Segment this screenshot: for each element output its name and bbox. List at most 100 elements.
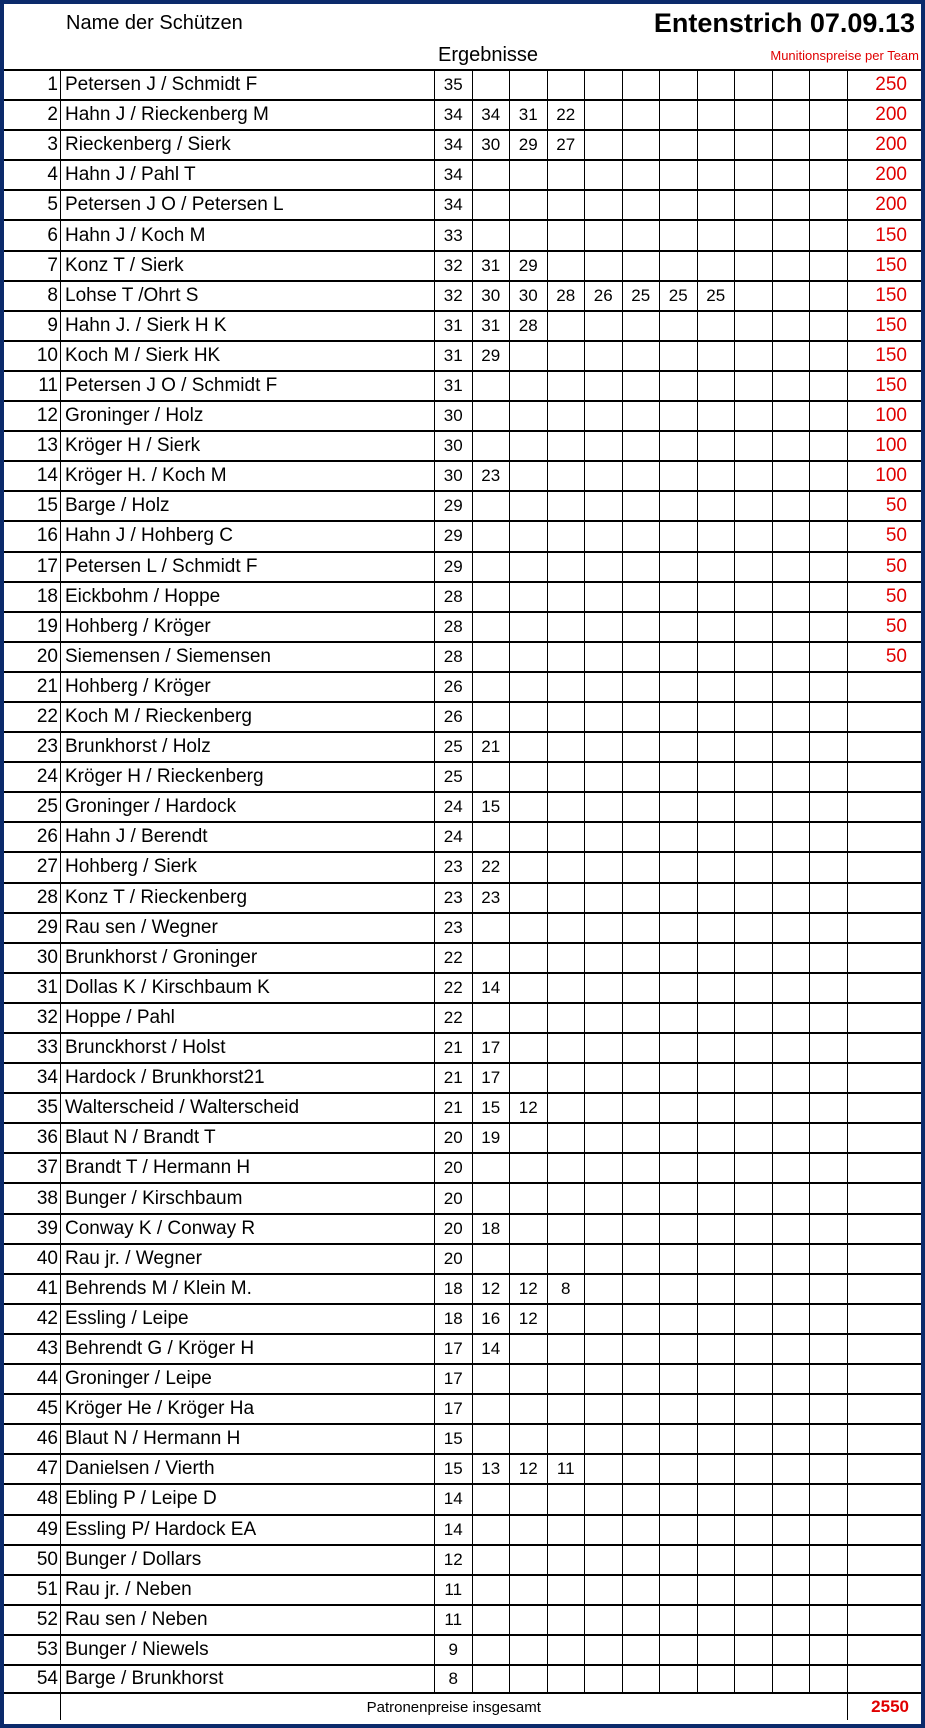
result-cell	[810, 733, 848, 762]
team-name-cell: Siemensen / Siemensen	[61, 642, 435, 671]
result-cell	[698, 733, 735, 762]
result-cell	[660, 763, 698, 792]
result-cell	[548, 973, 585, 1002]
table-row: 43 Behrendt G / Kröger H 17 14	[4, 1332, 921, 1364]
rank-cell: 39	[4, 1214, 61, 1243]
rank-cell: 50	[4, 1545, 61, 1574]
result-cell	[585, 492, 623, 521]
result-cell: 14	[435, 1485, 473, 1514]
rank-cell: 30	[4, 943, 61, 972]
result-cell	[660, 883, 698, 912]
result-cell	[510, 1154, 548, 1183]
result-cell	[623, 642, 660, 671]
result-cell: 27	[548, 131, 585, 160]
rank-cell: 51	[4, 1575, 61, 1604]
result-cell	[510, 1365, 548, 1394]
result-cell	[548, 733, 585, 762]
sheet-title: Entenstrich 07.09.13	[653, 8, 915, 38]
rank-cell: 12	[4, 402, 61, 431]
result-cell	[623, 1605, 660, 1634]
table-row: 50 Bunger / Dollars 12	[4, 1543, 921, 1574]
result-cell	[510, 1334, 548, 1364]
rank-cell: 46	[4, 1425, 61, 1454]
result-cell	[585, 1003, 623, 1032]
result-cell	[735, 1274, 773, 1303]
result-cell: 22	[473, 853, 510, 882]
result-cell	[735, 101, 773, 130]
team-name-cell: Hahn J. / Sierk H K	[61, 311, 435, 340]
rank-cell: 27	[4, 853, 61, 882]
prize-cell	[848, 1606, 922, 1634]
team-name-cell: Hahn J / Pahl T	[61, 161, 435, 190]
result-cell: 18	[435, 1274, 473, 1303]
result-cell	[510, 642, 548, 671]
result-cell	[510, 853, 548, 882]
result-cell	[585, 101, 623, 130]
result-cell	[585, 1635, 623, 1664]
result-cell	[623, 1395, 660, 1424]
result-cell	[623, 943, 660, 972]
result-cell	[660, 582, 698, 611]
result-cell: 9	[435, 1635, 473, 1664]
result-cell	[660, 1124, 698, 1153]
result-cell	[810, 702, 848, 732]
result-cell	[810, 1274, 848, 1303]
result-cell	[473, 823, 510, 852]
result-cell	[623, 1545, 660, 1574]
result-cell	[660, 973, 698, 1002]
result-cell	[660, 492, 698, 521]
result-cell	[660, 1034, 698, 1063]
result-cell	[810, 402, 848, 431]
team-name-cell: Barge / Holz	[61, 492, 435, 521]
result-cell	[473, 943, 510, 972]
result-cell: 12	[435, 1545, 473, 1574]
result-cell: 30	[435, 462, 473, 491]
prize-cell: 150	[875, 314, 907, 336]
result-cell	[810, 1485, 848, 1514]
result-cell	[810, 823, 848, 852]
result-cell	[660, 1425, 698, 1454]
result-cell: 11	[435, 1605, 473, 1634]
result-cell: 17	[435, 1334, 473, 1364]
result-cell	[585, 1184, 623, 1213]
result-cell	[810, 1605, 848, 1634]
result-cell	[585, 612, 623, 641]
result-cell	[773, 371, 810, 401]
result-cell	[660, 702, 698, 732]
result-cell	[735, 402, 773, 431]
result-cell	[473, 161, 510, 190]
result-cell: 12	[510, 1094, 548, 1123]
rank-cell: 28	[4, 883, 61, 912]
result-cell	[548, 1365, 585, 1394]
result-cell	[473, 612, 510, 641]
table-row: 29 Rau sen / Wegner 23	[4, 911, 921, 942]
result-cell	[735, 1575, 773, 1604]
result-cell	[773, 973, 810, 1002]
table-row: 21 Hohberg / Kröger 26	[4, 670, 922, 701]
result-cell: 25	[435, 763, 473, 792]
result-cell	[548, 1515, 585, 1544]
rank-cell: 43	[4, 1334, 61, 1364]
result-cell: 21	[473, 733, 510, 762]
result-cell: 22	[435, 973, 473, 1002]
result-cell	[473, 702, 510, 732]
result-cell	[810, 71, 848, 100]
result-cell	[698, 432, 735, 461]
result-cell	[623, 1665, 660, 1693]
result-cell	[548, 432, 585, 461]
table-row: 52 Rau sen / Neben 11	[4, 1603, 922, 1634]
result-cell	[585, 1605, 623, 1634]
result-cell	[623, 492, 660, 521]
prize-cell	[848, 673, 922, 701]
result-cell	[585, 1094, 623, 1123]
result-cell	[810, 883, 848, 912]
rank-cell: 8	[4, 281, 61, 310]
result-cell	[773, 1274, 810, 1303]
result-cell	[735, 1034, 773, 1063]
result-cell	[773, 582, 810, 611]
result-cell	[660, 251, 698, 280]
result-cell	[623, 1365, 660, 1394]
result-cell: 13	[473, 1455, 510, 1484]
result-cell	[735, 1605, 773, 1634]
prize-cell	[848, 1184, 922, 1212]
